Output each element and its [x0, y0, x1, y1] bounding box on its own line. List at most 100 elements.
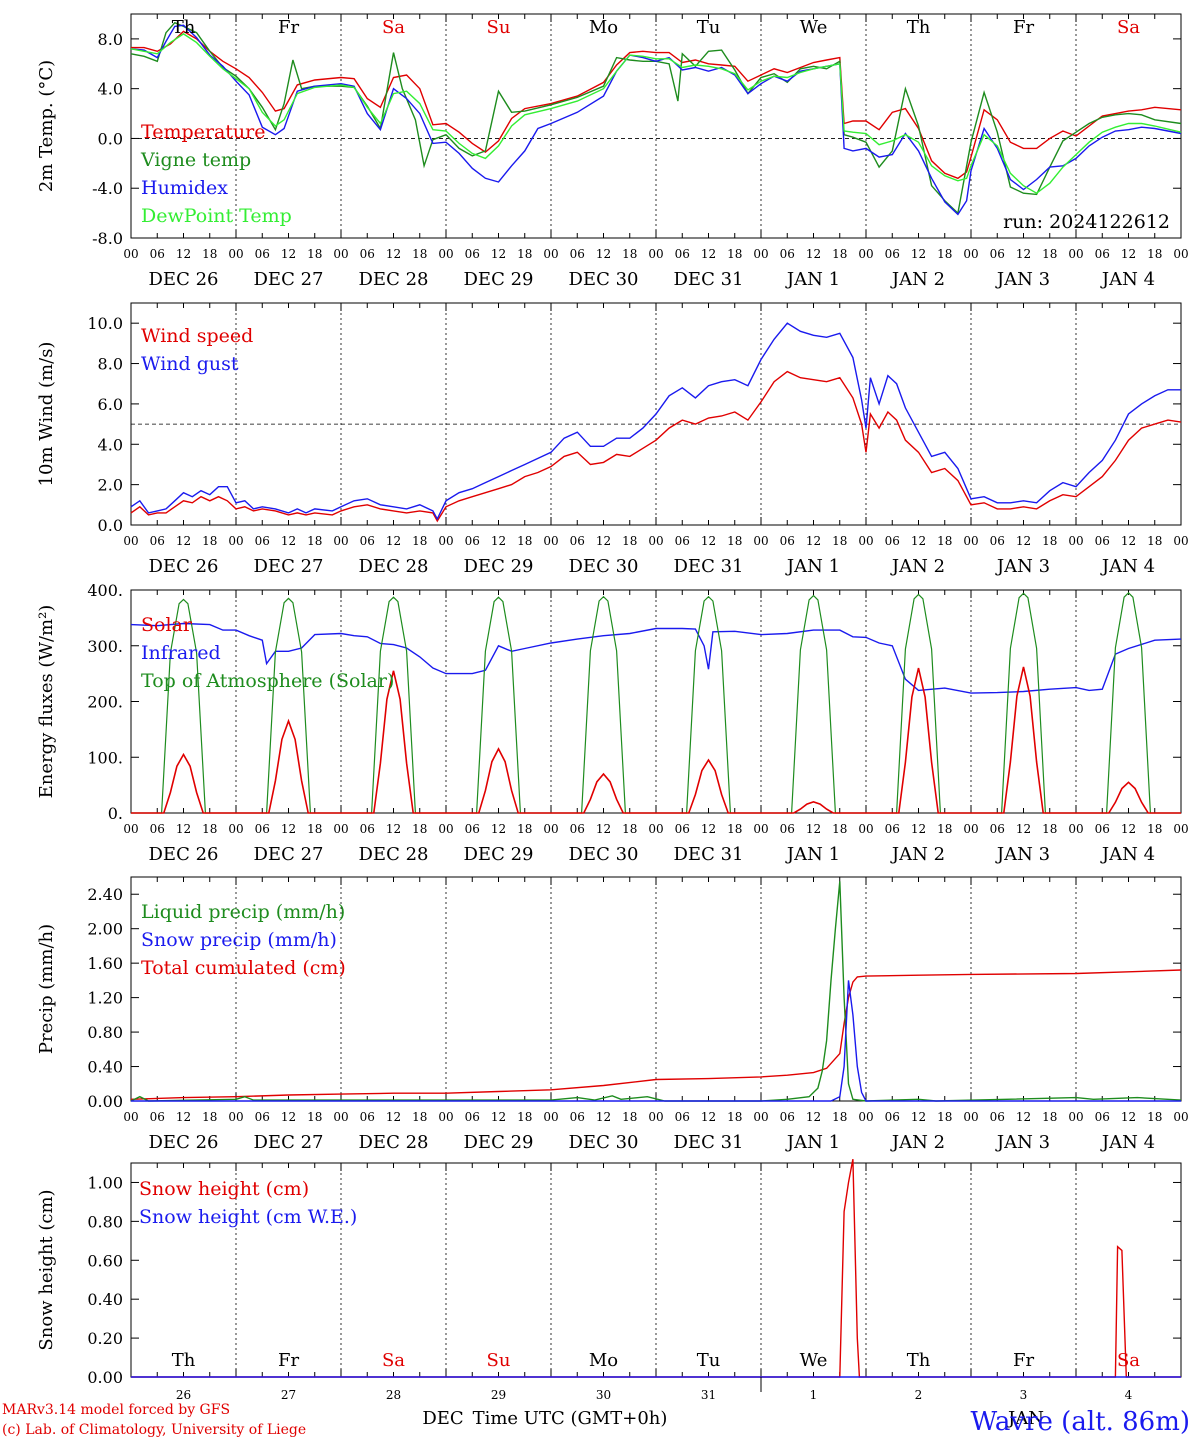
hour-label: 12	[491, 534, 506, 548]
legend-entry: Solar	[141, 614, 193, 636]
y-tick-label: 8.0	[98, 355, 123, 374]
hour-label: 00	[648, 822, 663, 836]
hour-label: 12	[176, 822, 191, 836]
date-label: JAN 4	[1100, 1132, 1155, 1153]
hour-label: 00	[438, 1110, 453, 1124]
hour-label: 18	[202, 822, 217, 836]
date-label: DEC 28	[359, 1132, 429, 1153]
hour-label: 00	[963, 247, 978, 261]
hour-label: 18	[937, 247, 952, 261]
date-label: JAN 3	[995, 1132, 1050, 1153]
date-label: JAN 3	[995, 844, 1050, 865]
hour-label: 18	[1147, 534, 1162, 548]
series-line-infrared	[130, 622, 1182, 694]
hour-label: 18	[202, 534, 217, 548]
date-label: DEC 28	[359, 844, 429, 865]
hour-label: 06	[150, 822, 165, 836]
hour-label: 18	[307, 247, 322, 261]
y-axis-label: 10m Wind (m/s)	[36, 342, 57, 487]
hour-label: 12	[386, 534, 401, 548]
hour-label: 12	[1121, 534, 1136, 548]
hour-label: 00	[858, 822, 873, 836]
hour-label: 12	[911, 534, 926, 548]
hour-label: 18	[307, 1110, 322, 1124]
hour-label: 18	[727, 1110, 742, 1124]
weekday-label: Th	[172, 17, 196, 38]
hour-label: 00	[543, 822, 558, 836]
weekday-label: Sa	[382, 1350, 405, 1371]
hour-label: 00	[858, 247, 873, 261]
hour-label: 06	[885, 534, 900, 548]
hour-label: 06	[150, 1110, 165, 1124]
date-label: JAN 1	[785, 556, 840, 577]
date-label: DEC 29	[464, 269, 534, 290]
date-label: DEC 31	[674, 844, 744, 865]
hour-label: 06	[990, 534, 1005, 548]
y-tick-label: 200.	[87, 693, 123, 712]
day-number-label: 30	[596, 1388, 611, 1402]
date-label: DEC 29	[464, 556, 534, 577]
day-number-label: 4	[1125, 1388, 1133, 1402]
hour-label: 18	[1042, 822, 1057, 836]
hour-label: 06	[465, 822, 480, 836]
hour-label: 00	[333, 534, 348, 548]
hour-label: 18	[517, 534, 532, 548]
series-line-liquid-precip-mm-h-	[130, 881, 1182, 1102]
hour-label: 00	[543, 534, 558, 548]
legend-entry: DewPoint Temp	[141, 205, 292, 227]
hour-label: 12	[701, 822, 716, 836]
hour-label: 06	[780, 534, 795, 548]
series-line-snow-precip-mm-h-	[131, 980, 1181, 1102]
hour-label: 06	[675, 822, 690, 836]
hour-label: 18	[1042, 534, 1057, 548]
hour-label: 06	[990, 822, 1005, 836]
hour-label: 12	[281, 247, 296, 261]
hour-label: 18	[307, 534, 322, 548]
hour-label: 00	[648, 1110, 663, 1124]
y-tick-label: 0.20	[87, 1329, 123, 1348]
date-label: DEC 30	[569, 844, 639, 865]
date-label: DEC 30	[569, 269, 639, 290]
hour-label: 12	[281, 822, 296, 836]
y-tick-label: 0.00	[87, 1092, 123, 1111]
y-tick-label: 100.	[87, 748, 123, 767]
hour-label: 00	[753, 247, 768, 261]
hour-label: 00	[858, 534, 873, 548]
hour-label: 12	[806, 247, 821, 261]
hour-label: 12	[701, 247, 716, 261]
date-label: JAN 2	[890, 269, 945, 290]
hour-label: 00	[963, 534, 978, 548]
y-tick-label: 10.0	[87, 314, 123, 333]
date-label: DEC 27	[254, 269, 324, 290]
hour-label: 06	[885, 1110, 900, 1124]
hour-label: 00	[228, 247, 243, 261]
hour-label: 00	[1068, 247, 1083, 261]
y-axis-label: 2m Temp. (°C)	[36, 60, 57, 192]
y-tick-label: 1.00	[87, 1173, 123, 1192]
day-number-label: 1	[810, 1388, 818, 1402]
hour-label: 06	[255, 822, 270, 836]
y-tick-label: -8.0	[92, 229, 123, 248]
legend-entry: Liquid precip (mm/h)	[141, 901, 345, 923]
hour-label: 06	[570, 534, 585, 548]
panel-1: 8.0 4.0 0.0 -4.0 -8.0 2m Temp. (°C) 00 06 12 18 00…	[36, 13, 1189, 290]
hour-label: 00	[333, 1110, 348, 1124]
panel-4: 2.40 2.00 1.60 1.20 0.80 0.40 0.00 Precip (mm/h…	[36, 876, 1189, 1153]
date-label: JAN 1	[785, 844, 840, 865]
hour-label: 06	[255, 247, 270, 261]
day-number-label: 31	[701, 1388, 716, 1402]
hour-label: 00	[228, 1110, 243, 1124]
hour-label: 06	[780, 1110, 795, 1124]
hour-label: 06	[1095, 534, 1110, 548]
hour-label: 00	[1173, 822, 1188, 836]
hour-label: 18	[412, 247, 427, 261]
hour-label: 00	[858, 1110, 873, 1124]
hour-label: 18	[1147, 1110, 1162, 1124]
hour-label: 06	[1095, 822, 1110, 836]
series-line-snow-height-cm-	[131, 1158, 1181, 1378]
date-label: DEC 26	[149, 556, 219, 577]
day-number-label: 3	[1020, 1388, 1028, 1402]
series-line-wind-gust	[130, 322, 1181, 521]
weekday-label: Th	[172, 1350, 196, 1371]
hour-label: 18	[832, 822, 847, 836]
